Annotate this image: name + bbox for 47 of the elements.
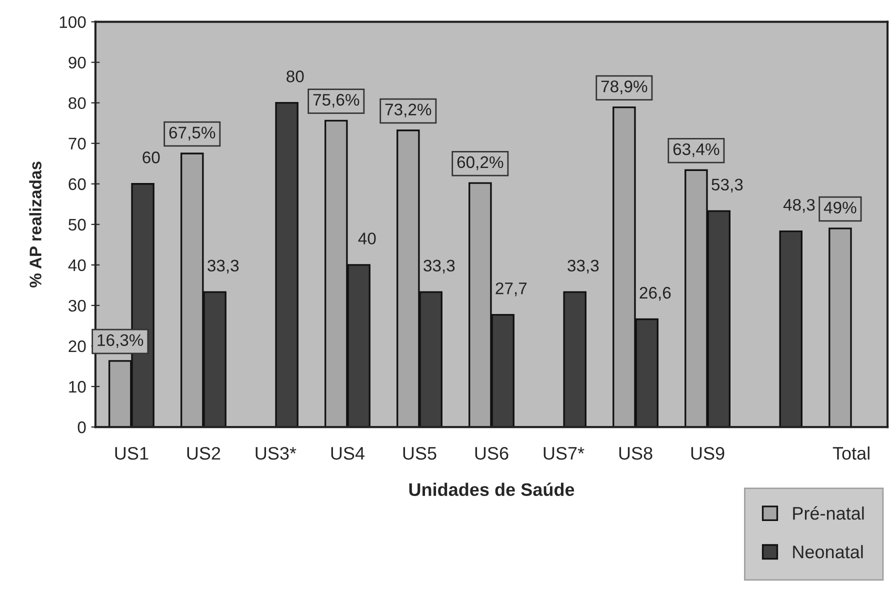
data-label: 26,6: [640, 286, 671, 301]
x-tick-label: Total: [832, 446, 870, 460]
bar: [563, 291, 586, 428]
y-tick-label: 40: [68, 259, 86, 272]
data-label: 33,3: [208, 260, 239, 274]
legend-label: Pré-natal: [793, 506, 864, 520]
x-tick-label: US3*: [256, 446, 296, 460]
y-tick-label: 80: [68, 97, 86, 110]
data-label: 27,7: [496, 282, 527, 296]
x-axis-title: Unidades de Saúde: [409, 482, 574, 496]
data-label: 63,4%: [673, 143, 720, 158]
y-tick-label: 100: [60, 16, 86, 28]
y-tick-label: 70: [68, 138, 86, 150]
y-tick-label: 60: [68, 178, 86, 190]
x-tick-label: US4: [331, 446, 365, 460]
data-label: 73,2%: [385, 104, 432, 118]
y-tick-label: 20: [68, 340, 86, 352]
y-tick-label: 10: [69, 380, 86, 393]
data-label: 67,5%: [169, 126, 216, 140]
data-label: 33,3: [568, 260, 599, 274]
y-tick-label: 90: [68, 56, 86, 69]
x-tick-label: US1: [115, 446, 148, 460]
data-label: 75,6%: [313, 94, 360, 108]
legend-label: Neonatal: [793, 545, 863, 558]
x-tick-label: US7*: [544, 446, 584, 460]
data-label: 49%: [824, 202, 856, 214]
y-tick-label: 0: [78, 421, 86, 434]
bar: [779, 230, 803, 428]
data-label: 80: [286, 70, 304, 82]
bar: [828, 228, 852, 428]
bar: [275, 102, 298, 428]
data-label: 78,9%: [601, 80, 648, 94]
x-tick-label: US8: [619, 446, 652, 460]
data-label: 40: [358, 232, 376, 244]
data-label: 60: [142, 152, 160, 164]
y-tick-label: 30: [68, 300, 86, 312]
data-label: 53,3: [712, 178, 743, 192]
y-axis-title: % AP realizadas: [29, 162, 42, 288]
x-tick-label: US2: [187, 446, 220, 460]
y-tick-label: 50: [68, 218, 86, 231]
data-label: 48,3: [783, 198, 815, 213]
data-label: 60,2%: [457, 156, 504, 170]
x-tick-label: US9: [691, 446, 724, 460]
data-label: 33,3: [424, 260, 455, 274]
data-label: 16,3%: [98, 334, 144, 348]
x-tick-label: US5: [403, 446, 436, 460]
x-tick-label: US6: [475, 446, 508, 460]
